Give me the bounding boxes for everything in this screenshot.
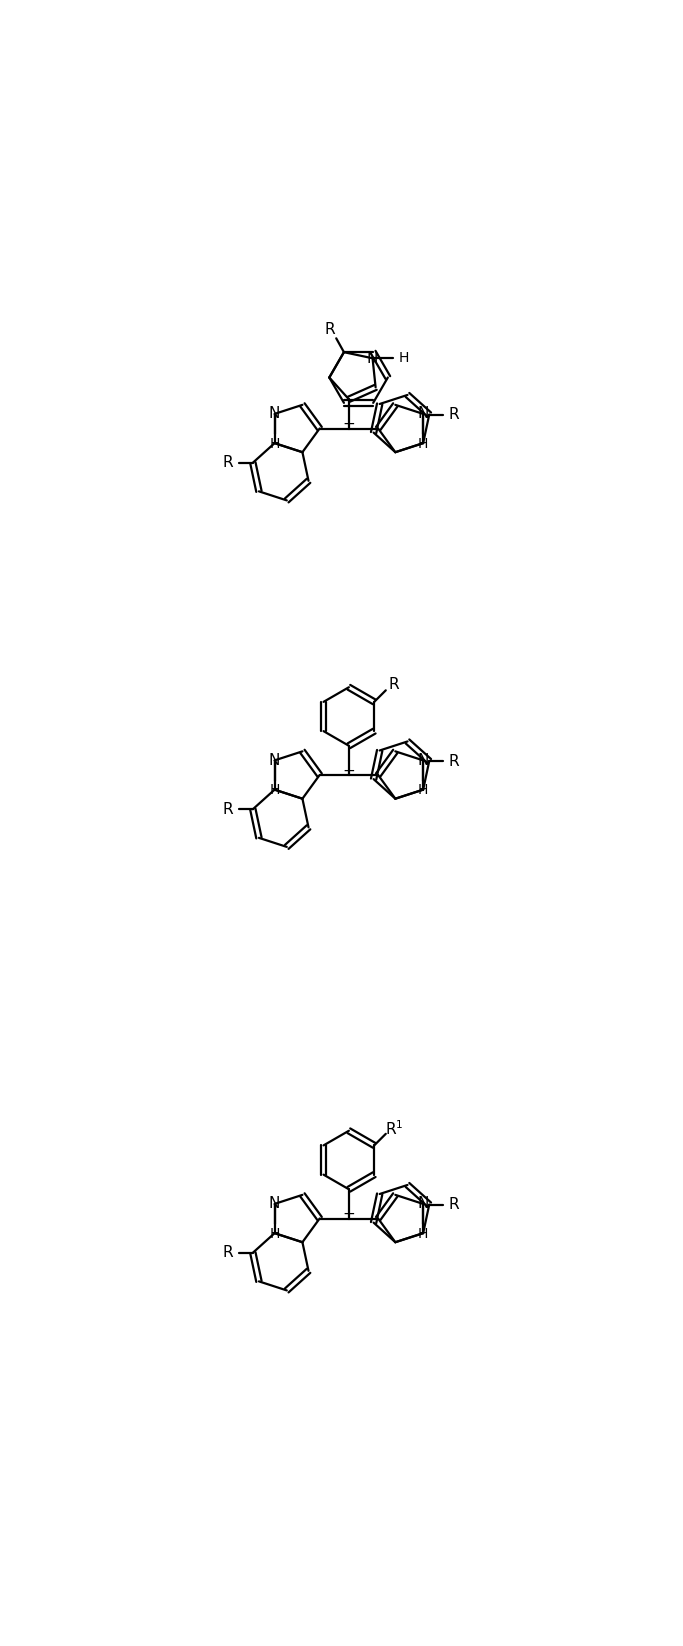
Text: R: R (449, 754, 459, 769)
Text: +: + (342, 764, 355, 779)
Text: H: H (269, 1226, 280, 1241)
Text: H: H (418, 783, 428, 797)
Text: N: N (367, 351, 378, 365)
Text: N: N (417, 407, 429, 421)
Text: N: N (269, 407, 280, 421)
Text: H: H (418, 436, 428, 451)
Text: R: R (449, 407, 459, 421)
Text: +: + (342, 1207, 355, 1223)
Text: H: H (269, 783, 280, 797)
Text: H: H (269, 436, 280, 451)
Text: R: R (223, 1246, 234, 1261)
Text: R: R (389, 678, 400, 693)
Text: R: R (223, 802, 234, 816)
Text: H: H (418, 1226, 428, 1241)
Text: R: R (449, 1197, 459, 1211)
Text: N: N (269, 752, 280, 769)
Text: H: H (399, 351, 409, 365)
Text: N: N (417, 752, 429, 769)
Text: R: R (223, 456, 234, 471)
Text: R$^1$: R$^1$ (385, 1119, 404, 1137)
Text: N: N (417, 1197, 429, 1211)
Text: R: R (324, 321, 335, 336)
Text: +: + (342, 416, 355, 433)
Text: N: N (269, 1197, 280, 1211)
